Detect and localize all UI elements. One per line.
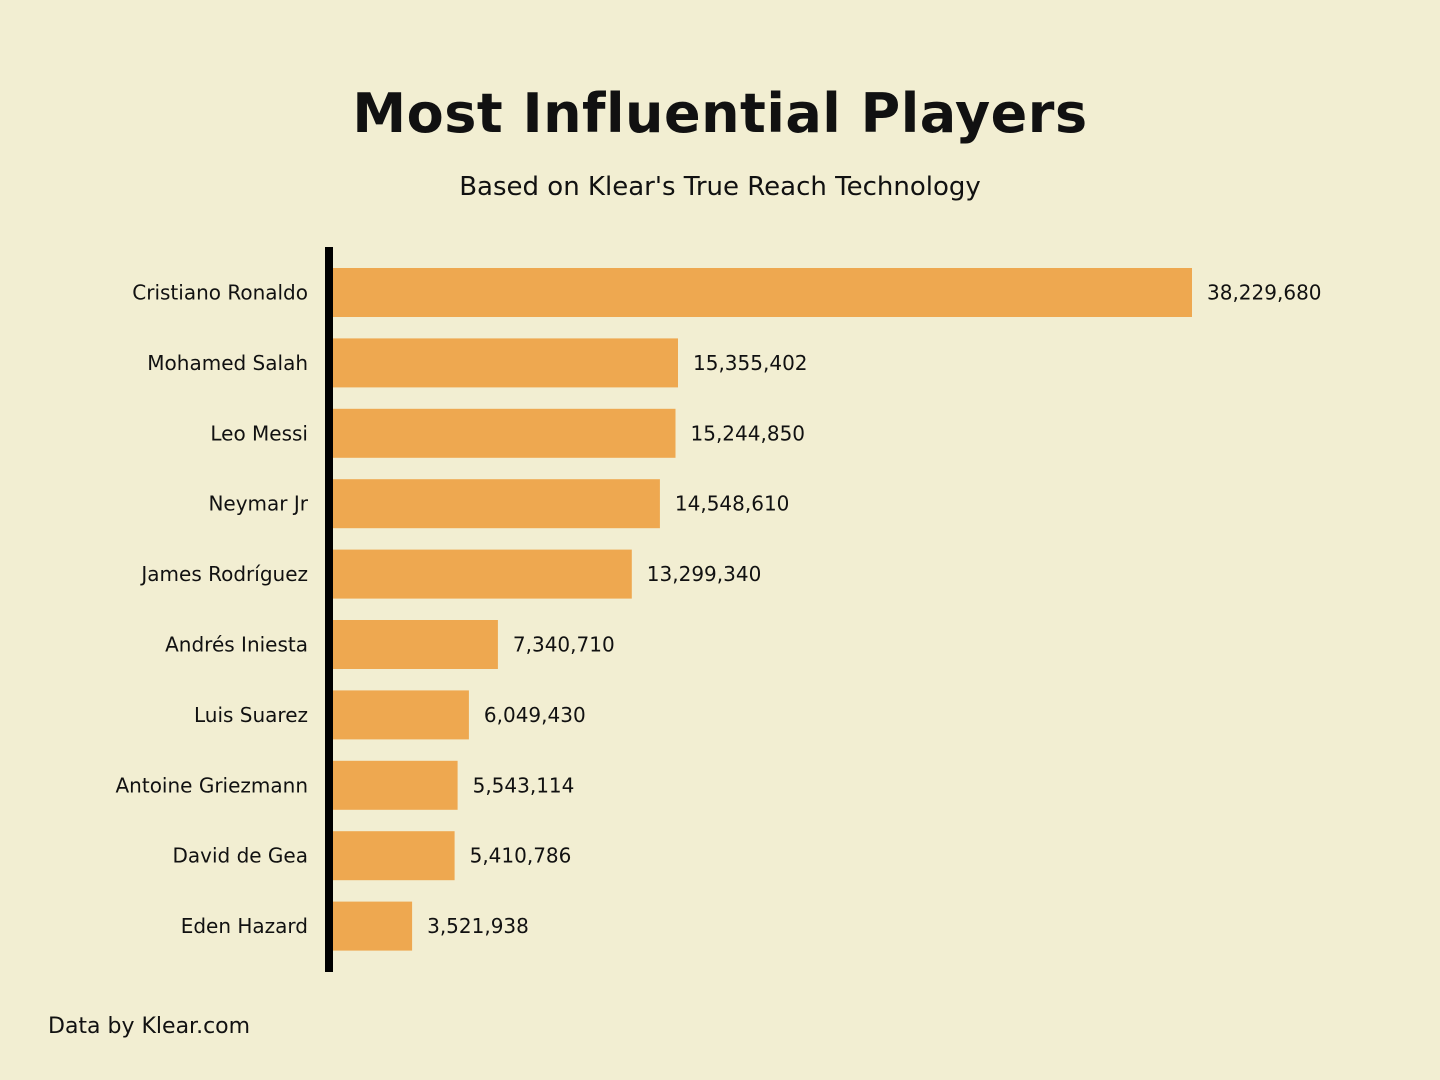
chart-subtitle: Based on Klear's True Reach Technology	[459, 172, 981, 202]
category-label: Cristiano Ronaldo	[132, 281, 308, 305]
bar	[333, 549, 632, 599]
bar	[333, 690, 469, 740]
value-label: 6,049,430	[484, 703, 586, 727]
bars-layer: Cristiano Ronaldo 38,229,680 Mohamed Salah…	[116, 268, 1322, 951]
bar	[333, 268, 1192, 317]
value-label: 38,229,680	[1207, 281, 1322, 305]
category-label: Mohamed Salah	[147, 351, 308, 375]
bar	[333, 479, 660, 529]
category-label: Andrés Iniesta	[165, 633, 308, 657]
category-label: David de Gea	[172, 844, 308, 868]
bar	[333, 760, 458, 810]
category-label: Luis Suarez	[194, 703, 308, 727]
value-label: 3,521,938	[427, 914, 529, 938]
data-source-note: Data by Klear.com	[48, 1014, 251, 1039]
category-label: Antoine Griezmann	[116, 773, 309, 797]
value-label: 7,340,710	[513, 633, 615, 657]
category-label: James Rodríguez	[139, 562, 308, 586]
bar	[333, 408, 676, 458]
bar	[333, 620, 498, 669]
category-label: Leo Messi	[210, 421, 308, 445]
value-label: 15,244,850	[691, 421, 806, 445]
category-label: Eden Hazard	[181, 914, 308, 938]
value-label: 5,410,786	[470, 844, 572, 868]
chart-title: Most Influential Players	[352, 82, 1088, 145]
bar	[333, 338, 678, 388]
value-label: 15,355,402	[693, 351, 808, 375]
bar	[333, 901, 413, 951]
bar	[333, 831, 455, 881]
value-label: 14,548,610	[675, 492, 790, 516]
value-label: 13,299,340	[647, 562, 762, 586]
y-axis-line	[325, 247, 333, 972]
value-label: 5,543,114	[473, 773, 575, 797]
category-label: Neymar Jr	[208, 492, 308, 516]
